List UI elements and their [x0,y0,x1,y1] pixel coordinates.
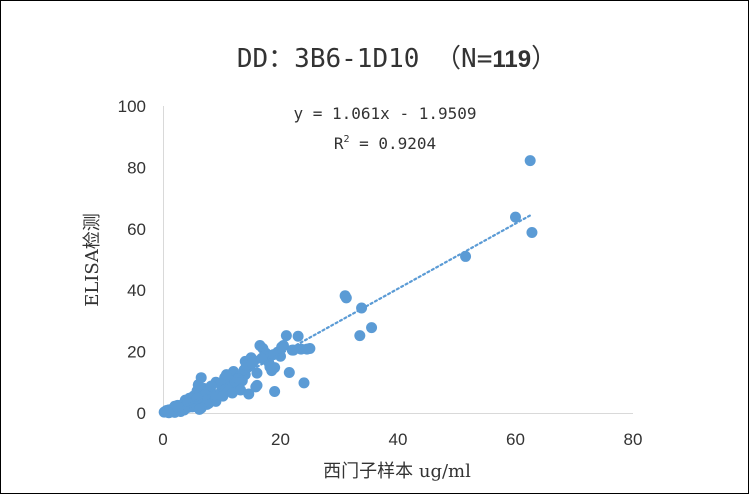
r-squared-sup: 2 [343,134,349,145]
data-point [283,366,295,378]
data-point [292,330,304,342]
chart-title-close: ） [531,44,557,74]
data-point [276,341,288,353]
data-point [524,155,536,167]
x-axis-ticks: 0 20 40 60 80 [158,430,642,449]
y-tick-label: 40 [127,281,146,300]
data-point [246,357,258,369]
trendline [172,213,534,415]
data-point [251,367,263,379]
x-tick-label: 0 [158,430,167,449]
data-point [256,352,268,364]
y-tick-label: 80 [127,158,146,177]
data-point [301,343,313,355]
x-tick-label: 40 [389,430,408,449]
data-points [158,155,538,419]
x-axis-label: 西门子样本 ug/ml [323,461,471,482]
chart-title-main: DD：3B6-1D10 （N= [237,44,493,74]
data-point [215,378,227,390]
data-point [217,390,229,402]
data-point [298,377,310,389]
data-point [162,406,174,418]
data-point [220,369,232,381]
data-point [243,388,255,400]
r-squared-suffix: = 0.9204 [349,134,436,153]
y-axis-ticks: 0 20 40 60 80 100 [118,97,146,423]
data-point [366,322,378,334]
data-point [235,384,247,396]
data-point [209,389,221,401]
data-point [526,226,538,238]
data-point [250,381,262,393]
x-tick-label: 80 [624,430,643,449]
r-squared-prefix: R [334,134,344,153]
y-axis-label: ELISA检测 [82,213,103,307]
data-point [193,403,205,415]
data-point [340,292,352,304]
data-point [205,380,217,392]
trendline-equation: y = 1.061x - 1.9509 [293,104,476,123]
y-tick-label: 0 [137,404,146,423]
trendline-r-squared: R2 = 0.9204 [334,134,436,153]
data-point [287,344,299,356]
data-point [192,379,204,391]
chart-title-n: 119 [492,46,531,73]
y-tick-label: 60 [127,220,146,239]
data-point [354,330,366,342]
data-point [269,386,281,398]
x-tick-label: 60 [506,430,525,449]
data-point [510,211,521,223]
x-tick-label: 20 [271,430,290,449]
data-point [191,392,203,404]
data-point [264,361,276,373]
data-point [267,349,279,361]
data-point [280,330,292,342]
chart-title: DD：3B6-1D10 （N=119） [237,44,557,74]
y-tick-label: 100 [118,97,146,116]
y-tick-label: 20 [127,343,146,362]
